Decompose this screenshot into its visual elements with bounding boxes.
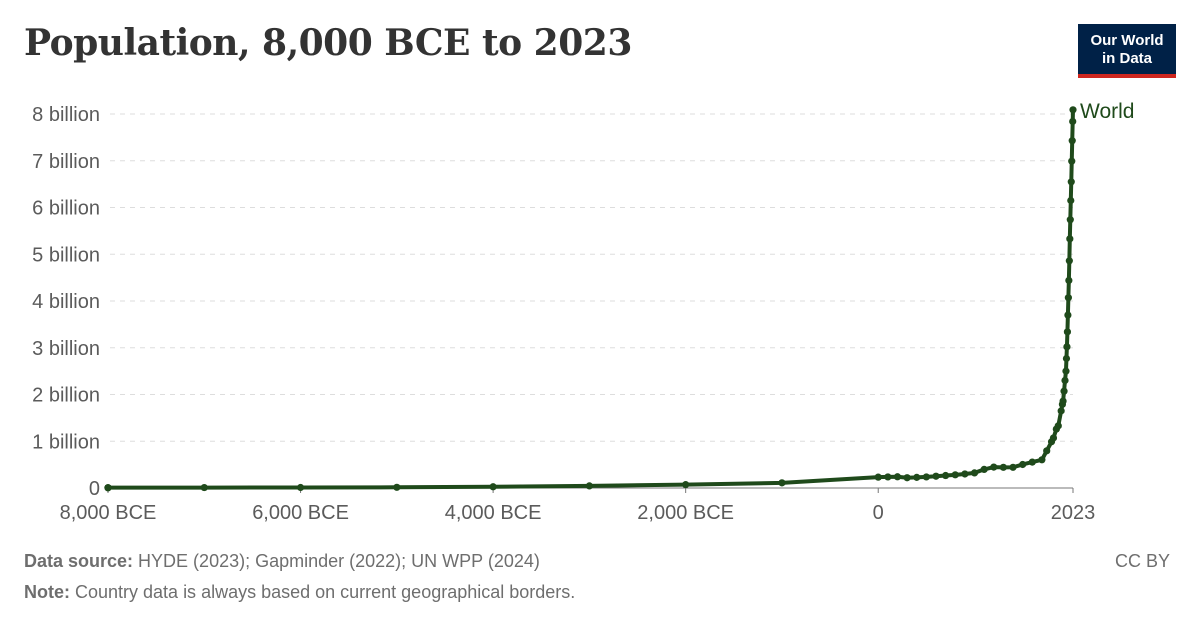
data-point[interactable] [874, 473, 882, 481]
data-point[interactable] [1063, 328, 1072, 336]
data-point[interactable] [1069, 106, 1077, 114]
data-point[interactable] [778, 479, 786, 487]
data-point[interactable] [1066, 235, 1074, 243]
data-point[interactable] [1064, 311, 1072, 319]
x-tick-label: 8,000 BCE [60, 502, 157, 524]
y-tick-label: 5 billion [32, 244, 100, 266]
logo-line-1: Our World [1090, 32, 1164, 49]
data-point[interactable] [1065, 257, 1073, 265]
y-tick-label: 6 billion [32, 198, 100, 220]
series-line-world[interactable] [106, 107, 1075, 490]
data-point[interactable] [951, 471, 959, 479]
data-point[interactable] [970, 469, 979, 477]
data-source-text[interactable]: HYDE (2023); Gapminder (2022); UN WPP (2… [133, 551, 540, 571]
data-point[interactable] [932, 472, 940, 480]
data-point[interactable] [393, 483, 401, 491]
data-point[interactable] [1068, 157, 1076, 165]
data-point[interactable] [1054, 422, 1062, 430]
data-point[interactable] [1068, 137, 1076, 145]
data-point[interactable] [1062, 354, 1071, 363]
data-point[interactable] [990, 463, 998, 471]
data-point[interactable] [903, 474, 911, 482]
y-tick-label: 4 billion [32, 291, 100, 313]
data-point[interactable] [999, 463, 1007, 471]
data-point[interactable] [1069, 117, 1077, 126]
chart-footer: Data source: HYDE (2023); Gapminder (202… [24, 546, 575, 608]
gridlines [110, 113, 1073, 442]
y-tick-label: 8 billion [32, 104, 100, 126]
data-point[interactable] [942, 471, 950, 480]
data-point[interactable] [1067, 196, 1075, 205]
data-source-line: Data source: HYDE (2023); Gapminder (202… [24, 546, 575, 577]
data-point[interactable] [884, 473, 892, 481]
series-world[interactable]: World [104, 100, 1134, 492]
y-axis-tick-labels: 0 1 billion 2 billion 3 billion 4 billion 5 b… [32, 104, 100, 500]
note-line: Note: Country data is always based on cu… [24, 577, 575, 608]
data-point[interactable] [893, 473, 902, 481]
data-point[interactable] [1063, 343, 1071, 351]
logo-line-2: in Data [1101, 50, 1152, 67]
data-point[interactable] [1043, 447, 1051, 455]
x-tick-label: 2023 [1051, 502, 1096, 524]
data-point[interactable] [200, 483, 208, 492]
data-point[interactable] [1060, 387, 1068, 395]
data-point[interactable] [1057, 407, 1065, 415]
license-link[interactable]: CC BY [1114, 551, 1170, 571]
note-text: Country data is always based on current … [70, 582, 576, 602]
data-point[interactable] [1061, 376, 1069, 385]
data-point[interactable] [489, 483, 497, 491]
data-point[interactable] [296, 483, 305, 492]
x-tick-label: 4,000 BCE [445, 502, 542, 524]
data-point[interactable] [1066, 216, 1074, 224]
data-point[interactable] [682, 481, 690, 489]
data-point[interactable] [585, 482, 593, 490]
data-point[interactable] [980, 465, 988, 473]
data-point[interactable] [1028, 458, 1036, 466]
series-label-world[interactable]: World [1080, 100, 1134, 123]
data-point[interactable] [104, 484, 112, 492]
data-point[interactable] [1019, 460, 1027, 469]
x-tick-label: 6,000 BCE [252, 502, 349, 524]
x-tick-label: 0 [873, 502, 884, 524]
data-point[interactable] [961, 470, 969, 478]
y-tick-label: 2 billion [32, 385, 100, 407]
data-point[interactable] [1049, 434, 1058, 442]
y-tick-label: 7 billion [32, 151, 100, 173]
data-point[interactable] [922, 473, 930, 481]
data-point[interactable] [1064, 294, 1072, 302]
data-point[interactable] [1009, 463, 1017, 471]
data-point[interactable] [1038, 456, 1046, 464]
y-tick-label: 1 billion [32, 431, 100, 453]
data-source-label: Data source: [24, 551, 134, 571]
data-point[interactable] [1065, 276, 1073, 285]
chart-title: Population, 8,000 BCE to 2023 [24, 22, 632, 64]
x-axis: 8,000 BCE 6,000 BCE 4,000 BCE 2,000 BCE 0 202… [60, 487, 1096, 524]
data-point[interactable] [1059, 397, 1067, 405]
x-tick-label: 2,000 BCE [637, 502, 734, 524]
data-point[interactable] [1062, 367, 1070, 375]
our-world-in-data-logo[interactable]: Our World in Data [1078, 24, 1176, 78]
population-line-chart: 0 1 billion 2 billion 3 billion 4 billion 5 b… [32, 100, 1134, 524]
y-tick-label: 0 [89, 478, 100, 500]
y-tick-label: 3 billion [32, 338, 100, 360]
data-point[interactable] [913, 473, 921, 481]
data-point[interactable] [1067, 178, 1075, 186]
note-label: Note: [24, 582, 70, 602]
